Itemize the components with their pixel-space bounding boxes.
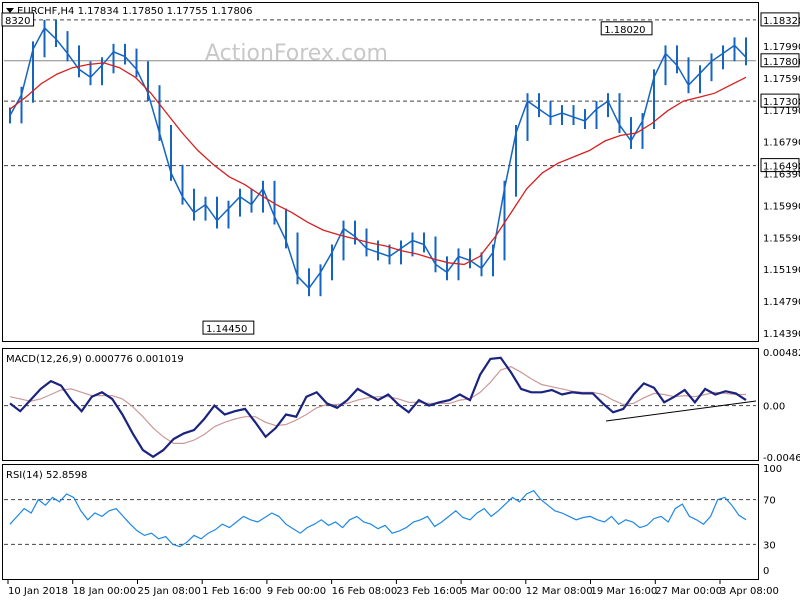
rsi-layer [4,489,756,548]
price-axis-tick-label: 1.15590 [763,233,800,244]
macd-layer [4,356,757,459]
macd-axis-tick-label: 0.004827 [763,348,800,359]
price-axis-tick-label: 1.15990 [763,201,800,212]
rsi-axis-tick-label: 100 [763,464,782,475]
price-axis-tick-label: 1.17590 [763,74,800,85]
x-axis-tick-label: 25 Jan 08:00 [138,586,201,597]
macd-main-line [9,356,747,459]
x-axis-tick-label: 1 Feb 16:00 [202,586,261,597]
x-axis-tick-label: 23 Feb 16:00 [396,586,462,597]
price-axis-level-box-2 [760,53,800,68]
annotation-left-label-box [1,12,35,27]
price-axis-tick-label: 1.14790 [763,297,800,308]
macd-panel-frame [2,348,759,461]
rsi-axis-tick-label: 70 [763,496,776,507]
price-axis-tick-label: 1.17806 [763,57,800,68]
x-axis-tick-label: 16 Feb 08:00 [332,586,398,597]
annotation-left-label: 8320 [5,16,30,27]
price-axis-level-box-7 [760,158,800,173]
macd-axis-tick-label: 0.00 [763,402,785,413]
x-axis-tick-label: 10 Jan 2018 [8,586,68,597]
x-axis-tick-label: 18 Jan 00:00 [73,586,136,597]
triangle-down-icon[interactable] [6,8,14,13]
axes-layer: 1.18320 1.17990 1.17806 1.17590 1.173001.171… [7,12,800,597]
macd-trendline [605,400,757,422]
price-axis-level-box-0 [760,12,800,27]
rsi-panel-frame [2,464,759,580]
rsi-axis-tick-label: 0 [763,566,769,577]
x-axis-tick-label: 9 Feb 00:00 [267,586,326,597]
price-axis-level-box-4 [760,93,800,108]
price-panel-frame [2,2,759,342]
price-axis-tick-label: 1.16490 [763,162,800,173]
price-layer: 1.18020 1.14450 8320 [1,12,756,335]
price-axis-tick-label: 1.15190 [763,265,800,276]
moving-average-line [9,62,747,266]
annotation-low-label-box [202,320,255,335]
x-axis-tick-label: 3 Apr 08:00 [720,586,779,597]
price-axis-tick-label: 1.16790 [763,138,800,149]
price-axis-tick-label: 1.16390 [763,170,800,181]
x-axis-tick-label: 5 Mar 00:00 [461,586,521,597]
x-axis-tick-label: 27 Mar 00:00 [655,586,722,597]
macd-signal-line [9,366,746,444]
annotation-high-label-box [600,21,653,36]
price-axis-tick-label: 1.17190 [763,106,800,117]
annotation-high-label: 1.18020 [604,25,645,36]
watermark: ActionForex.com [205,41,388,66]
macd-axis-tick-label: -0.004632 [763,453,800,464]
price-series-line [9,26,747,290]
x-axis-tick-label: 19 Mar 16:00 [591,586,658,597]
price-axis-tick-label: 1.18320 [763,16,800,27]
annotation-low-label: 1.14450 [206,324,247,335]
rsi-line [9,489,747,548]
rsi-title: RSI(14) 52.8598 [6,470,87,481]
rsi-axis-tick-label: 30 [763,540,776,551]
symbol-title: EURCHF,H4 1.17834 1.17850 1.17755 1.1780… [17,6,253,17]
price-axis-tick-label: 1.17990 [763,42,800,53]
price-axis-tick-label: 1.17300 [763,97,800,108]
x-axis-tick-label: 12 Mar 08:00 [526,586,593,597]
macd-title: MACD(12,26,9) 0.000776 0.001019 [6,354,184,365]
